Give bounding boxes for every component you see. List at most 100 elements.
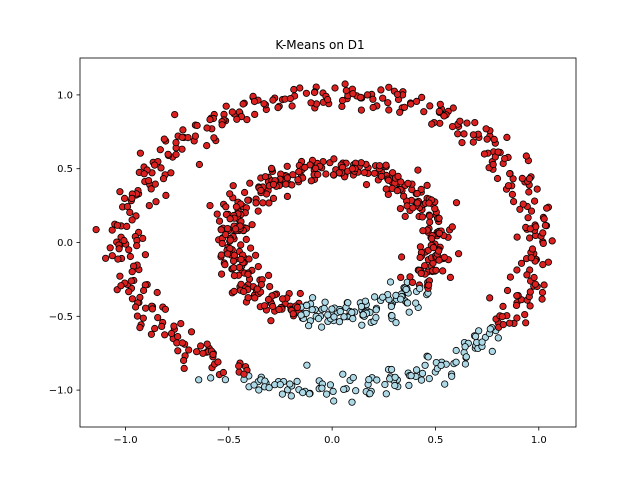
data-point bbox=[527, 207, 536, 215]
data-point bbox=[187, 328, 196, 336]
data-point bbox=[261, 173, 269, 181]
data-point bbox=[526, 302, 534, 310]
data-point bbox=[361, 297, 369, 305]
data-point bbox=[283, 162, 291, 170]
data-point bbox=[117, 282, 125, 290]
data-point bbox=[384, 99, 392, 107]
data-point bbox=[357, 302, 366, 311]
data-point bbox=[540, 281, 548, 289]
data-point bbox=[213, 210, 221, 218]
y-tick-label: 1.0 bbox=[57, 90, 73, 101]
data-point bbox=[516, 205, 524, 213]
data-point bbox=[439, 267, 447, 275]
data-point bbox=[530, 273, 538, 282]
data-point bbox=[145, 177, 153, 185]
data-point bbox=[357, 106, 365, 114]
data-point bbox=[115, 245, 123, 253]
data-points bbox=[92, 80, 556, 406]
data-point bbox=[424, 353, 432, 361]
data-point bbox=[252, 251, 260, 259]
data-point bbox=[214, 358, 222, 366]
data-point bbox=[179, 126, 187, 134]
data-point bbox=[448, 372, 456, 380]
data-point bbox=[267, 164, 276, 172]
data-point bbox=[499, 302, 507, 310]
data-point bbox=[426, 102, 434, 110]
data-point bbox=[335, 318, 344, 326]
data-point bbox=[260, 100, 268, 108]
data-point bbox=[244, 196, 252, 204]
data-point bbox=[490, 135, 498, 143]
data-point bbox=[230, 271, 238, 280]
data-point bbox=[92, 226, 100, 234]
data-point bbox=[136, 149, 144, 157]
data-point bbox=[375, 162, 384, 170]
data-point bbox=[360, 169, 368, 177]
data-point bbox=[391, 373, 399, 381]
data-point bbox=[533, 185, 541, 193]
data-point bbox=[206, 202, 214, 210]
data-point bbox=[140, 170, 148, 178]
data-point bbox=[293, 377, 301, 385]
data-point bbox=[283, 192, 291, 200]
data-point bbox=[252, 199, 260, 207]
data-point bbox=[172, 139, 180, 147]
data-point bbox=[297, 311, 305, 319]
data-point bbox=[391, 381, 399, 390]
y-tick-label: 0.5 bbox=[57, 164, 73, 175]
data-point bbox=[458, 139, 466, 147]
data-point bbox=[413, 199, 421, 207]
data-point bbox=[288, 181, 296, 189]
data-point bbox=[245, 255, 253, 263]
data-point bbox=[340, 385, 348, 393]
data-point bbox=[288, 102, 296, 110]
data-point bbox=[365, 375, 373, 384]
data-point bbox=[338, 96, 347, 105]
data-point bbox=[247, 244, 255, 252]
data-point bbox=[154, 313, 162, 322]
data-point bbox=[452, 346, 460, 355]
data-point bbox=[393, 187, 401, 195]
data-point bbox=[428, 120, 436, 128]
data-point bbox=[370, 169, 379, 177]
data-point bbox=[269, 96, 277, 104]
data-point bbox=[329, 387, 337, 395]
data-point bbox=[254, 207, 262, 215]
data-point bbox=[222, 102, 230, 110]
data-point bbox=[517, 259, 526, 267]
plot-frame bbox=[79, 57, 577, 428]
data-point bbox=[513, 266, 521, 274]
data-point bbox=[330, 397, 338, 405]
data-point bbox=[180, 364, 188, 372]
data-point bbox=[420, 108, 428, 116]
data-point bbox=[513, 233, 521, 241]
data-point bbox=[307, 177, 315, 185]
data-point bbox=[331, 84, 339, 92]
data-point bbox=[174, 332, 182, 341]
data-point bbox=[539, 229, 547, 237]
data-point bbox=[125, 288, 133, 296]
data-point bbox=[342, 87, 350, 95]
data-point bbox=[482, 125, 490, 133]
data-point bbox=[478, 338, 486, 346]
data-point bbox=[172, 150, 180, 159]
data-point bbox=[296, 289, 304, 298]
data-point bbox=[244, 294, 252, 302]
data-point bbox=[302, 89, 310, 97]
data-point bbox=[312, 164, 320, 172]
data-point bbox=[161, 305, 169, 313]
data-point bbox=[369, 103, 377, 112]
data-point bbox=[147, 330, 155, 338]
data-point bbox=[418, 93, 426, 102]
data-point bbox=[504, 182, 513, 190]
data-point bbox=[250, 97, 259, 106]
data-point bbox=[151, 324, 159, 333]
data-point bbox=[419, 227, 427, 235]
data-point bbox=[286, 95, 294, 103]
data-point bbox=[505, 319, 514, 327]
data-point bbox=[147, 185, 155, 193]
data-point bbox=[437, 361, 445, 369]
data-point bbox=[145, 202, 153, 210]
data-point bbox=[369, 95, 377, 103]
data-point bbox=[493, 174, 502, 183]
